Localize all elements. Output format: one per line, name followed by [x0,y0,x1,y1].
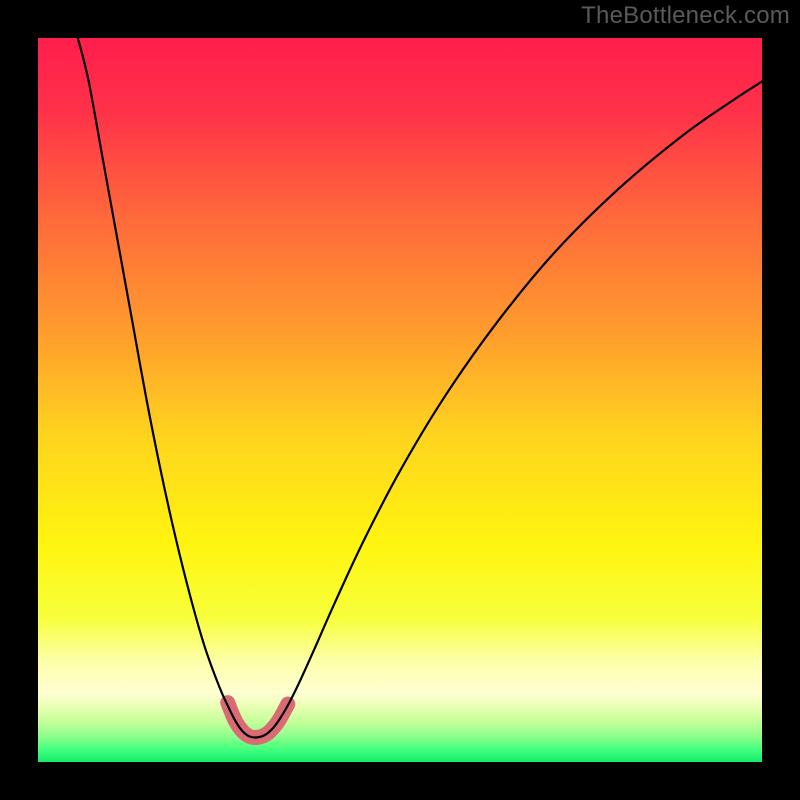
watermark-text: TheBottleneck.com [581,2,790,30]
chart-container: TheBottleneck.com [0,0,800,800]
bottleneck-curve-chart [0,0,800,800]
